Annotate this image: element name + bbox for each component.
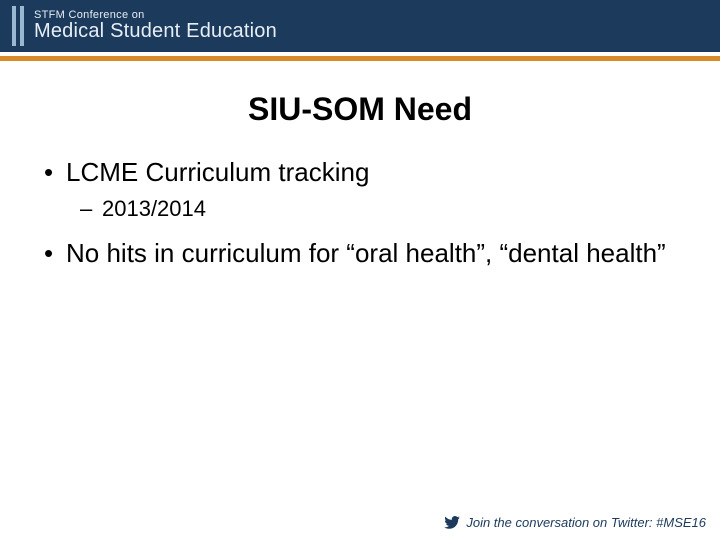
bullet-text: No hits in curriculum for “oral health”,… <box>66 237 666 270</box>
bullet-sub-item: – 2013/2014 <box>80 195 676 224</box>
bullet-marker: • <box>44 156 66 189</box>
slide-body: • LCME Curriculum tracking – 2013/2014 •… <box>0 156 720 270</box>
bullet-marker: • <box>44 237 66 270</box>
conference-title: STFM Conference on Medical Student Educa… <box>34 10 277 43</box>
bullet-marker: – <box>80 195 102 224</box>
header-band: STFM Conference on Medical Student Educa… <box>0 0 720 52</box>
conference-line2: Medical Student Education <box>34 21 277 42</box>
header-accent-bar <box>12 6 16 46</box>
bullet-item: • No hits in curriculum for “oral health… <box>44 237 676 270</box>
bullet-item: • LCME Curriculum tracking <box>44 156 676 189</box>
bullet-text: 2013/2014 <box>102 195 206 224</box>
twitter-bird-icon <box>444 516 460 529</box>
slide: STFM Conference on Medical Student Educa… <box>0 0 720 540</box>
bullet-text: LCME Curriculum tracking <box>66 156 369 189</box>
slide-title: SIU-SOM Need <box>0 91 720 128</box>
divider-rule <box>0 56 720 61</box>
footer-text: Join the conversation on Twitter: #MSE16 <box>466 515 706 530</box>
header-accent-bar <box>20 6 24 46</box>
footer: Join the conversation on Twitter: #MSE16 <box>444 515 706 530</box>
